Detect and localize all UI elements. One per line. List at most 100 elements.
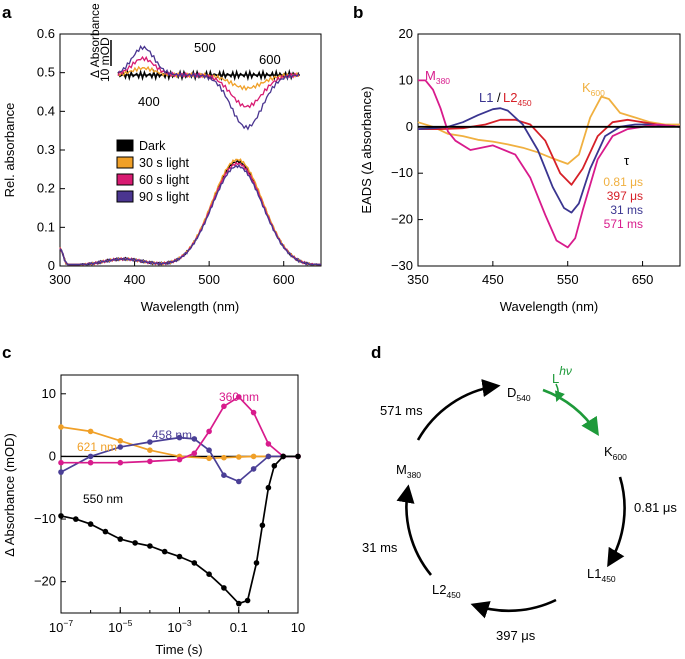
xtick-label-c: 0.1 — [230, 620, 248, 635]
point-550-nm — [271, 463, 278, 469]
plot-frame-b — [417, 33, 681, 267]
xtick-label-b: 450 — [482, 272, 504, 287]
ytick-label-b: −30 — [391, 258, 413, 273]
light-label: Lhν — [552, 364, 572, 386]
inset-trace-90-s-light — [117, 44, 300, 131]
panel-label-d: d — [371, 343, 381, 362]
point-360-nm — [176, 456, 183, 463]
legend-swatch-90s — [116, 190, 134, 203]
point-550-nm — [87, 521, 94, 527]
xtick-label-c: 10−3 — [167, 618, 191, 635]
series-label-360nm: 360 nm — [219, 390, 259, 404]
x-axis-label-a: Wavelength (nm) — [141, 299, 240, 314]
point-550-nm — [147, 543, 153, 549]
ytick-label-a: 0.4 — [37, 103, 55, 118]
point-621-nm — [250, 453, 257, 460]
point-550-nm — [295, 453, 301, 460]
point-621-nm — [117, 438, 124, 444]
point-550-nm — [221, 585, 227, 591]
species-label-m380: M380 — [425, 68, 450, 86]
fit-550-nm — [60, 455, 298, 605]
series-label-550nm: 550 nm — [83, 492, 123, 506]
arrow-l1-to-l2 — [470, 598, 557, 619]
arrow-k-to-l1 — [607, 476, 626, 568]
xtick-label-c: 10−5 — [108, 618, 132, 635]
species-label-k600: K600 — [582, 80, 605, 98]
point-550-nm — [244, 597, 251, 604]
point-360-nm — [87, 459, 94, 466]
inset-label-500: 500 — [194, 40, 216, 55]
point-550-nm — [280, 453, 287, 460]
point-360-nm — [191, 450, 198, 457]
state-k600: K600 — [604, 444, 627, 462]
point-621-nm — [58, 424, 64, 430]
state-m380: M380 — [396, 462, 421, 480]
xtick-label-a: 500 — [198, 272, 220, 287]
point-360-nm — [206, 428, 212, 435]
transition-31ms: 31 ms — [362, 540, 398, 555]
point-458-nm — [250, 466, 257, 472]
y-axis-label-c: Δ Absorbance (mOD) — [2, 433, 17, 557]
point-550-nm — [236, 600, 242, 607]
eads-397-s — [418, 118, 681, 186]
point-550-nm — [117, 536, 124, 542]
xtick-label-c: 10 — [291, 620, 305, 635]
point-360-nm — [236, 394, 242, 400]
tau-header: τ — [624, 153, 630, 168]
panel-b: −30 −20 −10 0 10 20 350 450 550 650 Wavelength (… — [359, 26, 681, 314]
xtick-label-c: 10−7 — [49, 618, 73, 635]
point-360-nm — [265, 441, 272, 447]
point-360-nm — [117, 459, 124, 466]
xtick-label-a: 600 — [273, 272, 295, 287]
y-axis-label-b: EADS (Δ absorbance) — [359, 86, 374, 213]
arrow-m-to-d — [416, 379, 501, 441]
panel-label-a: a — [2, 3, 12, 22]
point-360-nm — [58, 459, 64, 466]
point-360-nm — [221, 403, 227, 410]
point-458-nm — [265, 453, 272, 460]
series-label-458nm: 458 nm — [152, 428, 192, 442]
transition-081us: 0.81 μs — [634, 500, 677, 515]
point-458-nm — [191, 436, 198, 442]
point-360-nm — [147, 458, 153, 465]
lifetime-081us: 0.81 μs — [603, 175, 643, 189]
legend-swatch-30s — [116, 156, 134, 169]
xtick-label-a: 300 — [49, 272, 71, 287]
eads-571-ms — [418, 79, 681, 249]
lifetime-571ms: 571 ms — [604, 217, 643, 231]
point-621-nm — [87, 428, 94, 435]
light-arrow — [555, 383, 565, 402]
point-550-nm — [102, 528, 109, 535]
panel-label-c: c — [2, 343, 11, 362]
x-axis-label-c: Time (s) — [155, 642, 202, 657]
point-550-nm — [259, 522, 266, 529]
legend-label-90s: 90 s light — [139, 190, 190, 204]
point-550-nm — [265, 484, 272, 491]
lifetime-397us: 397 μs — [607, 189, 643, 203]
panel-c: −20 −10 0 10 10−7 10−5 10−3 0.1 10 Time (s) Δ A… — [2, 374, 305, 657]
legend-label-30s: 30 s light — [139, 156, 190, 170]
inset-scalebar-label: 10 mOD — [98, 37, 112, 82]
point-550-nm — [132, 540, 138, 546]
series-label-621nm: 621 nm — [77, 440, 117, 454]
panel-label-b: b — [353, 3, 363, 22]
legend-swatch-dark — [116, 139, 134, 152]
xtick-label-b: 350 — [407, 272, 429, 287]
ytick-label-a: 0.6 — [37, 26, 55, 41]
point-621-nm — [147, 447, 153, 454]
ytick-label-a: 0.2 — [37, 181, 55, 196]
xtick-label-b: 550 — [557, 272, 579, 287]
ytick-label-c: 10 — [42, 386, 56, 401]
ytick-label-b: −20 — [391, 212, 413, 227]
state-l1-450: L1450 — [587, 566, 616, 584]
arrow-l2-to-m — [396, 484, 433, 576]
point-621-nm — [206, 455, 212, 462]
species-label-l1: L1 — [479, 90, 493, 105]
ytick-label-b: 10 — [399, 72, 413, 87]
inset-ylabel: Δ Absorbance — [88, 3, 102, 78]
state-l2-450: L2450 — [432, 582, 461, 600]
legend-label-dark: Dark — [139, 139, 166, 153]
point-550-nm — [191, 560, 198, 566]
transition-571ms: 571 ms — [380, 403, 423, 418]
y-axis-label-a: Rel. absorbance — [2, 103, 17, 198]
